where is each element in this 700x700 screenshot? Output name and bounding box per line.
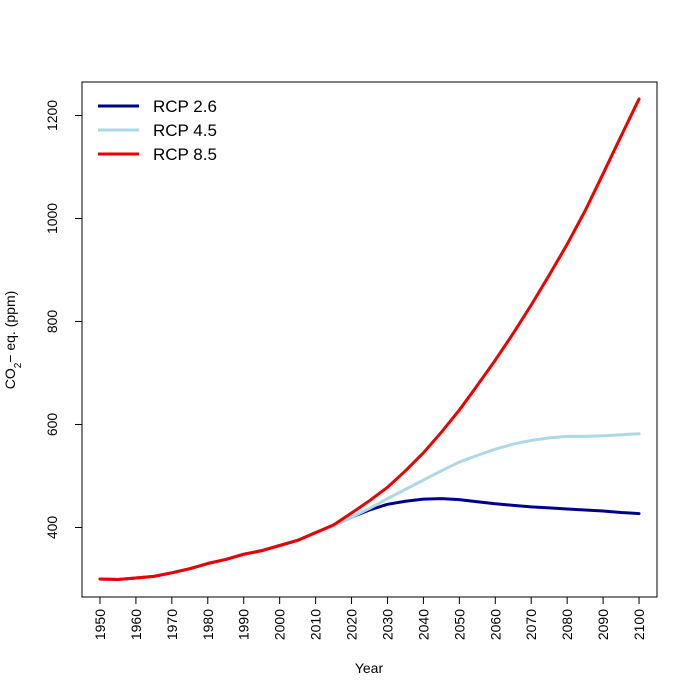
y-tick-label: 400 [44,516,60,540]
series-line-rcp-4-5 [98,432,641,581]
legend-label-rcp-4-5: RCP 4.5 [153,121,217,140]
legend: RCP 2.6 RCP 4.5 RCP 8.5 [98,97,217,164]
legend-label-rcp-8-5: RCP 8.5 [153,145,217,164]
x-tick-label: 2080 [559,609,575,640]
y-axis-title-prefix: CO [2,368,18,389]
series-line-rcp-8-5 [98,97,641,581]
y-tick-label: 800 [44,310,60,334]
x-tick-label: 2010 [308,609,324,640]
y-axis-title-subscript: 2 [13,362,24,368]
y-tick-label: 1200 [44,100,60,131]
x-tick-label: 2050 [451,609,467,640]
x-tick-label: 2100 [631,609,647,640]
x-axis-title: Year [355,660,384,676]
axes: 1950 1960 1970 1980 1990 2000 2010 2020 2030 2040… [44,81,658,640]
y-tick-label: 1000 [44,203,60,234]
x-tick-label: 2030 [379,609,395,640]
x-tick-label: 2070 [523,609,539,640]
plot-frame [81,81,658,598]
series-line-rcp-2-6 [98,497,641,581]
y-tick-label: 600 [44,413,60,437]
x-tick-label: 1950 [92,609,108,640]
x-tick-label: 2000 [272,609,288,640]
x-tick-label: 2090 [595,609,611,640]
x-tick-label: 1960 [128,609,144,640]
series-lines [98,97,641,581]
y-axis-title-suffix: − eq. (ppm) [2,291,18,363]
x-tick-label: 2040 [415,609,431,640]
x-tick-label: 1980 [200,609,216,640]
x-tick-label: 1990 [236,609,252,640]
legend-label-rcp-2-6: RCP 2.6 [153,97,217,116]
x-tick-label: 1970 [164,609,180,640]
x-tick-label: 2060 [487,609,503,640]
y-axis-title: CO2− eq. (ppm) [2,291,24,390]
x-tick-label: 2020 [344,609,360,640]
